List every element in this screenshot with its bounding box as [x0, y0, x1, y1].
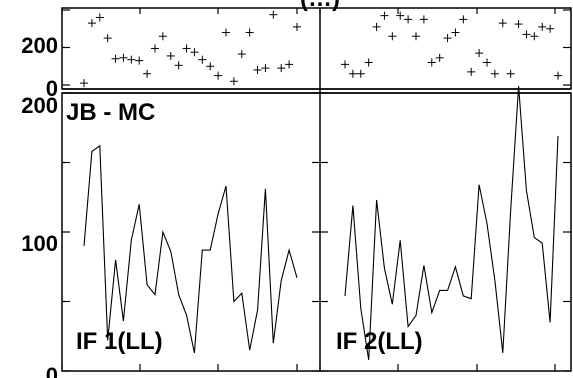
scatter-point [443, 34, 452, 43]
scatter-point [80, 79, 88, 88]
scatter-point [206, 62, 215, 71]
scatter-point [467, 67, 476, 76]
scatter-point [222, 28, 230, 37]
scatter-point [380, 11, 389, 20]
lower-ytick-label-200: 200 [21, 93, 58, 118]
scatter-point [229, 77, 238, 86]
series-line-1 [83, 144, 298, 354]
series-label-if1: IF 1(LL) [76, 328, 163, 355]
series-label-if2: IF 2(LL) [336, 328, 423, 355]
scatter-point [506, 69, 515, 78]
scatter-point [293, 22, 301, 31]
scatter-point [166, 51, 175, 60]
scatter-point [95, 13, 104, 22]
scatter-point [348, 69, 357, 78]
axis-ticks [61, 8, 571, 372]
scatter-point [151, 44, 159, 53]
lower-ytick-label-0: 0 [46, 363, 58, 378]
scatter-point [546, 24, 555, 33]
scatter-point [396, 11, 405, 20]
scatter-point [412, 32, 420, 41]
scatter-point [269, 10, 278, 19]
scatter-point [490, 69, 499, 78]
scatter-point [111, 54, 120, 63]
scatter-point [190, 48, 199, 57]
scatter-point [143, 69, 152, 78]
scatter-point [277, 64, 286, 73]
upper-ytick-label-0: 0 [46, 76, 58, 101]
scatter-point [538, 22, 547, 31]
scatter-point [514, 20, 523, 29]
lower-chart-title: JB - MC [66, 99, 155, 126]
scatter-point [388, 32, 397, 41]
scatter-point [253, 66, 262, 74]
scatter-point [119, 53, 128, 62]
scatter-point [158, 32, 167, 41]
scatter-point [356, 69, 365, 78]
scatter-point [364, 58, 373, 67]
scatter-point [182, 44, 191, 53]
scatter-point [245, 28, 254, 37]
series-line-2 [344, 86, 559, 360]
scatter-point [483, 58, 491, 67]
scatter-point [427, 58, 436, 67]
scatter-point [522, 30, 531, 39]
scatter-point [127, 55, 136, 64]
scatter-point [459, 15, 468, 24]
scatter-point [451, 28, 460, 37]
series-lines [83, 86, 559, 360]
scatter-point [475, 49, 484, 58]
scatter-point [530, 32, 539, 41]
scatter-point [214, 71, 223, 80]
scatter-point [103, 34, 112, 43]
header-title: (…) [300, 0, 340, 12]
scatter-point [261, 64, 270, 73]
scatter-points [80, 10, 562, 88]
scatter-point [498, 19, 507, 28]
scatter-point [435, 53, 444, 62]
scatter-point [554, 71, 562, 80]
scatter-point [419, 15, 428, 24]
scatter-point [174, 61, 183, 70]
scatter-point [198, 55, 207, 64]
scatter-point [341, 60, 349, 69]
scatter-point [135, 56, 144, 65]
scatter-point [237, 50, 246, 59]
scatter-point [372, 22, 381, 31]
upper-ytick-label-200: 200 [21, 33, 58, 58]
scatter-point [404, 15, 413, 24]
lower-ytick-label-100: 100 [21, 231, 58, 256]
scatter-point [285, 60, 294, 69]
scatter-point [87, 19, 96, 28]
